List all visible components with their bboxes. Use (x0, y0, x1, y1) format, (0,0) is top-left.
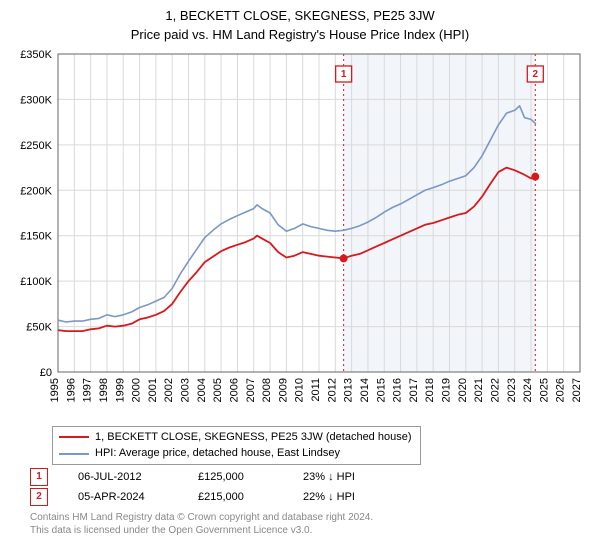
svg-text:£250K: £250K (20, 140, 52, 152)
svg-text:2016: 2016 (392, 378, 404, 402)
svg-text:2026: 2026 (555, 378, 567, 402)
svg-text:2023: 2023 (506, 378, 518, 402)
svg-text:2011: 2011 (310, 378, 322, 402)
page-subtitle: Price paid vs. HM Land Registry's House … (10, 27, 590, 44)
legend-label: 1, BECKETT CLOSE, SKEGNESS, PE25 3JW (de… (95, 429, 412, 446)
svg-text:2000: 2000 (131, 378, 143, 402)
svg-text:2: 2 (533, 69, 539, 80)
event-date: 05-APR-2024 (78, 491, 198, 503)
legend-swatch (59, 453, 89, 455)
svg-text:£300K: £300K (20, 94, 52, 106)
svg-text:2002: 2002 (163, 378, 175, 402)
svg-text:2020: 2020 (457, 378, 469, 402)
svg-text:£350K: £350K (20, 50, 52, 61)
svg-text:£100K: £100K (20, 276, 52, 288)
event-row: 1 06-JUL-2012£125,00023% ↓ HPI (30, 467, 590, 487)
svg-text:1996: 1996 (65, 378, 77, 402)
svg-text:2010: 2010 (294, 378, 306, 402)
svg-text:2012: 2012 (326, 378, 338, 402)
event-pct: 23% ↓ HPI (303, 471, 423, 483)
svg-text:2025: 2025 (538, 378, 550, 402)
footer-line1: Contains HM Land Registry data © Crown c… (30, 511, 590, 525)
svg-text:2027: 2027 (571, 378, 583, 402)
svg-text:2006: 2006 (228, 378, 240, 402)
page: 1, BECKETT CLOSE, SKEGNESS, PE25 3JW Pri… (0, 0, 600, 560)
price-chart: 1 2 £0 £50K £100K £150K £200K £250K £300K £350K 19… (10, 50, 590, 420)
svg-text:2014: 2014 (359, 378, 371, 402)
legend-swatch (59, 436, 89, 438)
svg-text:2019: 2019 (441, 378, 453, 402)
legend: 1, BECKETT CLOSE, SKEGNESS, PE25 3JW (de… (52, 426, 421, 465)
legend-row: HPI: Average price, detached house, East… (59, 445, 414, 462)
svg-text:£150K: £150K (20, 230, 52, 242)
svg-text:1999: 1999 (114, 378, 126, 402)
svg-text:2018: 2018 (424, 378, 436, 402)
svg-text:1997: 1997 (82, 378, 94, 402)
svg-text:£0: £0 (40, 367, 52, 379)
svg-text:2021: 2021 (473, 378, 485, 402)
footer-line2: This data is licensed under the Open Gov… (30, 524, 590, 538)
event-pct: 22% ↓ HPI (303, 491, 423, 503)
svg-text:2024: 2024 (522, 378, 534, 402)
svg-text:2004: 2004 (196, 378, 208, 402)
svg-text:2003: 2003 (180, 378, 192, 402)
page-title: 1, BECKETT CLOSE, SKEGNESS, PE25 3JW (10, 8, 590, 25)
event-price: £215,000 (198, 491, 303, 503)
svg-text:2015: 2015 (375, 378, 387, 402)
svg-text:1998: 1998 (98, 378, 110, 402)
svg-text:£50K: £50K (26, 321, 52, 333)
svg-text:2009: 2009 (277, 378, 289, 402)
svg-text:1: 1 (341, 69, 347, 80)
event-table: 1 06-JUL-2012£125,00023% ↓ HPI 2 05-APR-202… (30, 467, 590, 507)
svg-text:2008: 2008 (261, 378, 273, 402)
event-price: £125,000 (198, 471, 303, 483)
svg-text:2017: 2017 (408, 378, 420, 402)
svg-text:2005: 2005 (212, 378, 224, 402)
event-marker: 1 (30, 468, 48, 486)
svg-text:2022: 2022 (489, 378, 501, 402)
legend-row: 1, BECKETT CLOSE, SKEGNESS, PE25 3JW (de… (59, 429, 414, 446)
svg-text:£200K: £200K (20, 185, 52, 197)
svg-text:2013: 2013 (343, 378, 355, 402)
svg-text:2007: 2007 (245, 378, 257, 402)
svg-text:1995: 1995 (49, 378, 61, 402)
event-marker: 2 (30, 488, 48, 506)
footer: Contains HM Land Registry data © Crown c… (30, 511, 590, 538)
svg-text:2001: 2001 (147, 378, 159, 402)
legend-label: HPI: Average price, detached house, East… (95, 445, 340, 462)
event-date: 06-JUL-2012 (78, 471, 198, 483)
event-row: 2 05-APR-2024£215,00022% ↓ HPI (30, 487, 590, 507)
